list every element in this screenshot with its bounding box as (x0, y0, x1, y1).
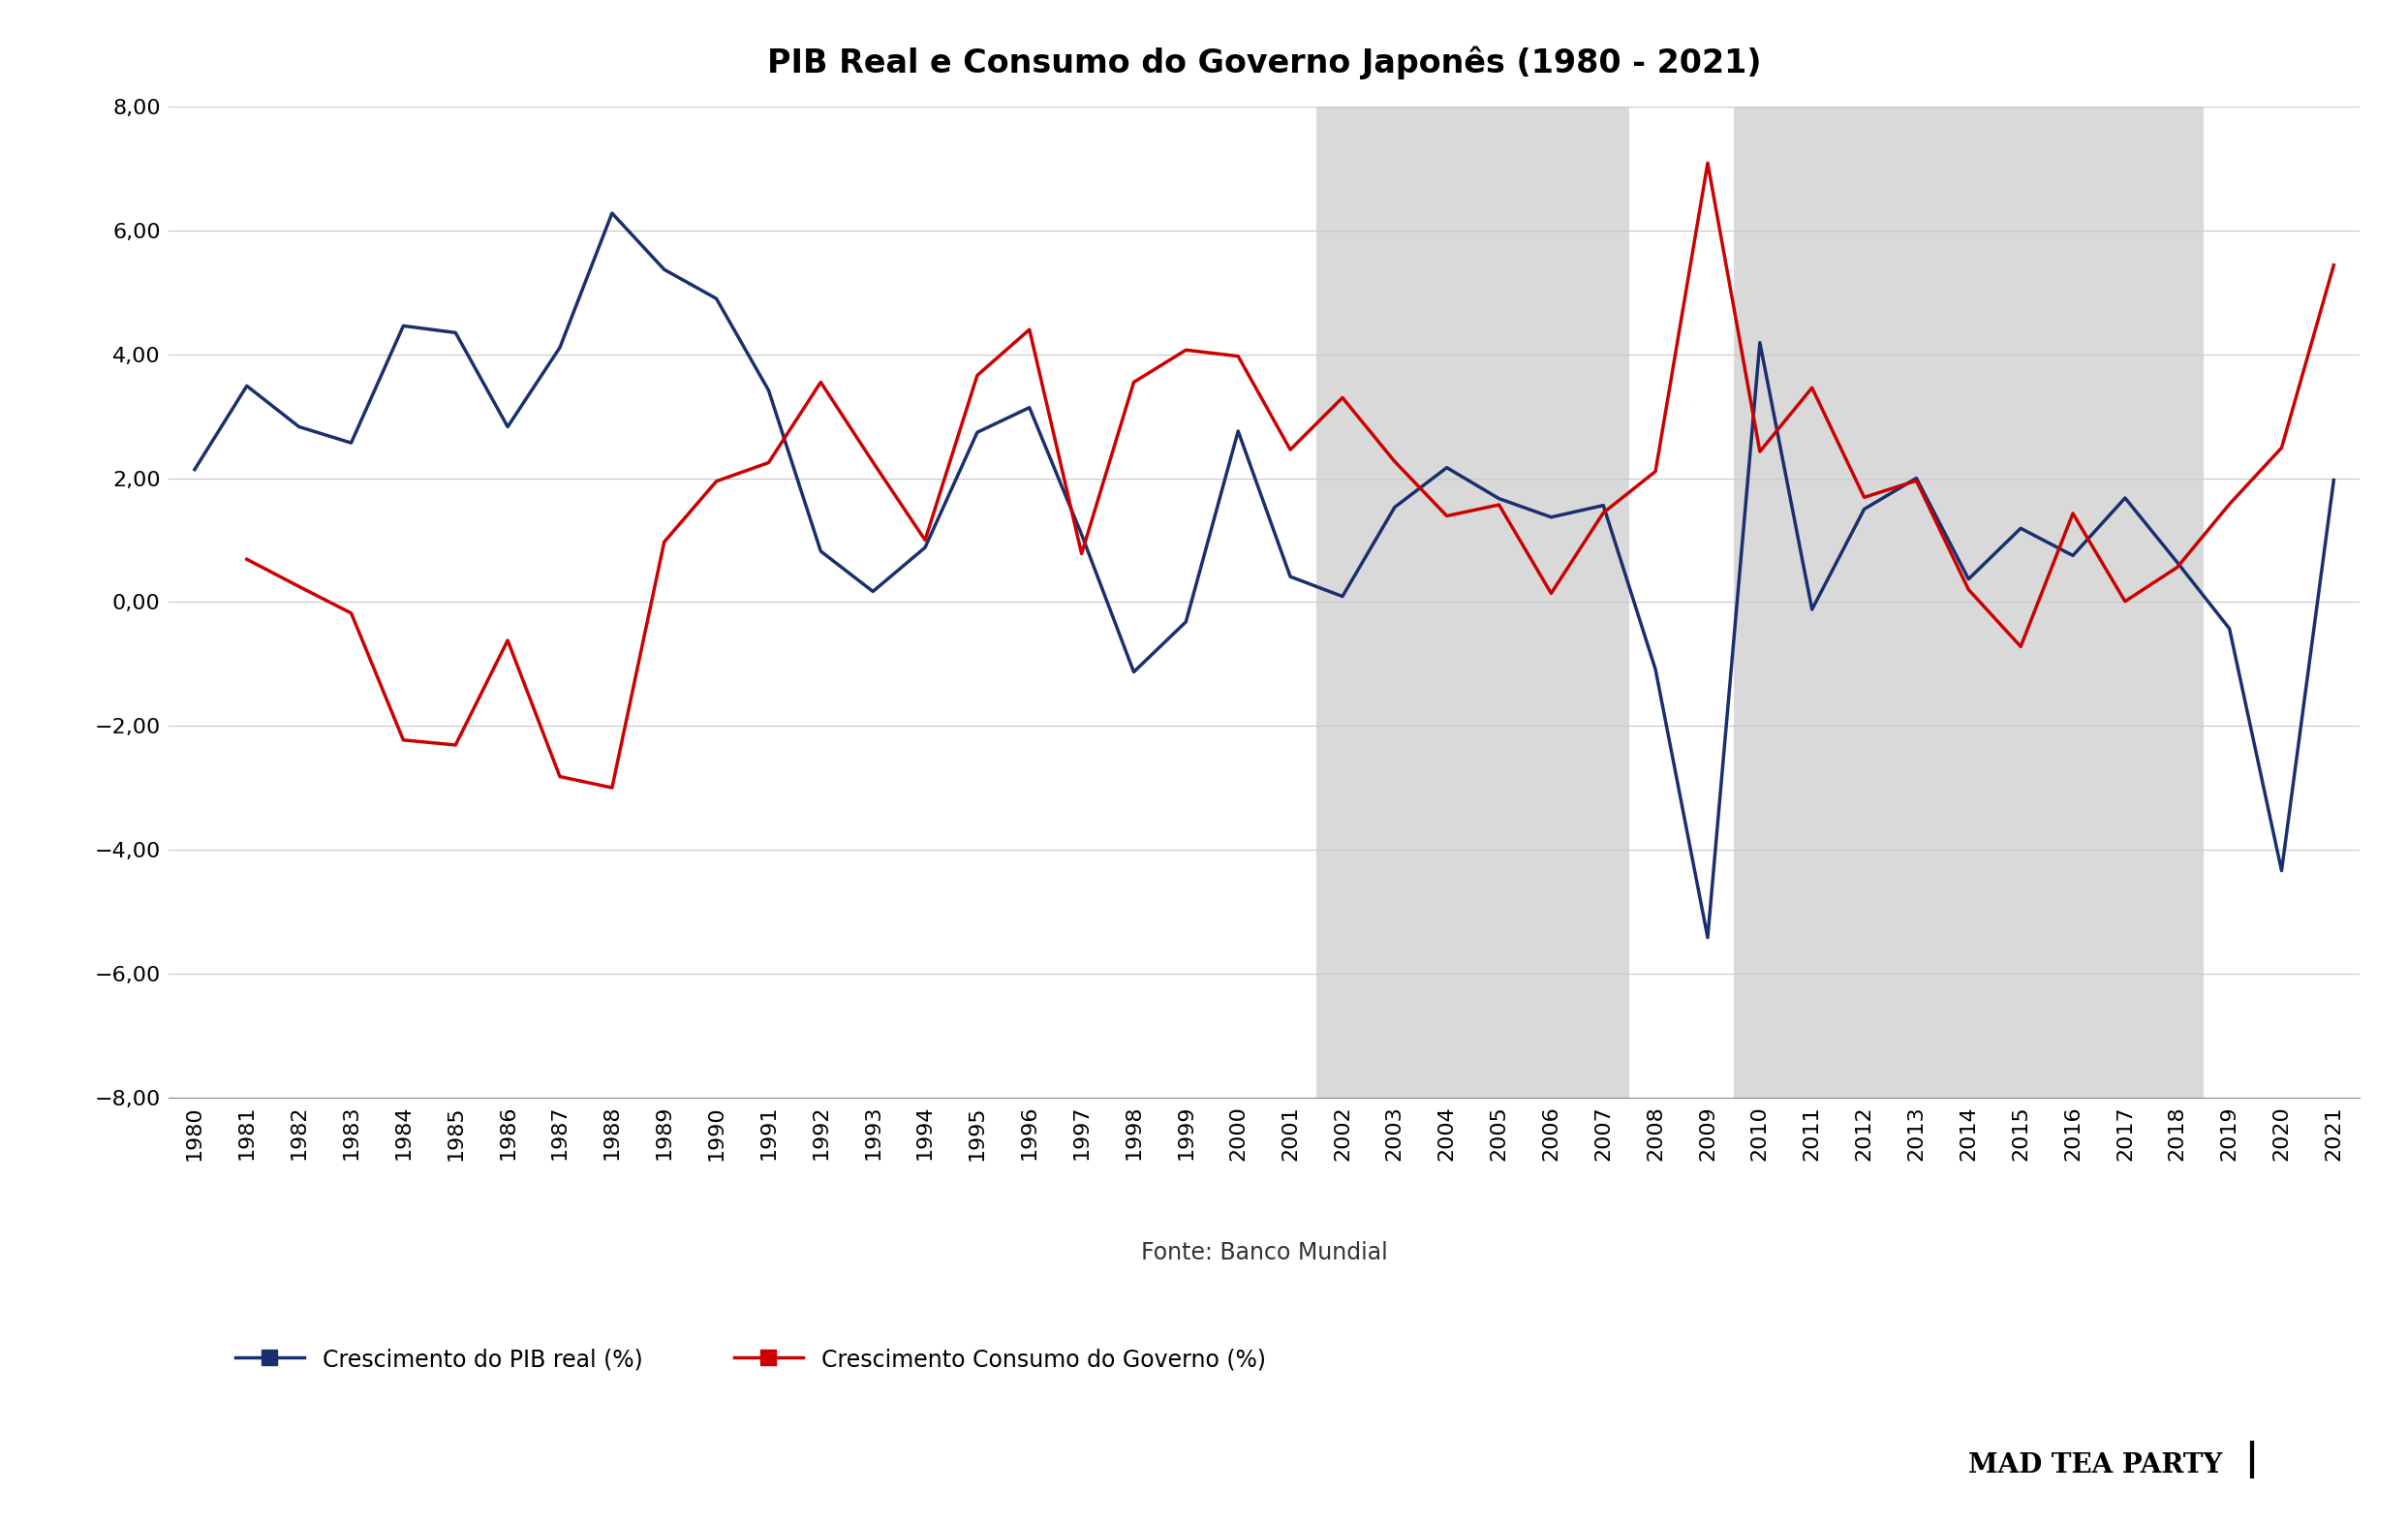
Legend: Crescimento do PIB real (%), Crescimento Consumo do Governo (%): Crescimento do PIB real (%), Crescimento… (224, 1337, 1276, 1382)
Text: MAD TEA PARTY: MAD TEA PARTY (1967, 1452, 2223, 1478)
X-axis label: Fonte: Banco Mundial: Fonte: Banco Mundial (1141, 1241, 1387, 1265)
Bar (1734, 107, 2203, 1097)
Title: PIB Real e Consumo do Governo Japonês (1980 - 2021): PIB Real e Consumo do Governo Japonês (1… (768, 46, 1760, 79)
Text: |: | (2244, 1440, 2259, 1478)
Bar (1317, 107, 1630, 1097)
